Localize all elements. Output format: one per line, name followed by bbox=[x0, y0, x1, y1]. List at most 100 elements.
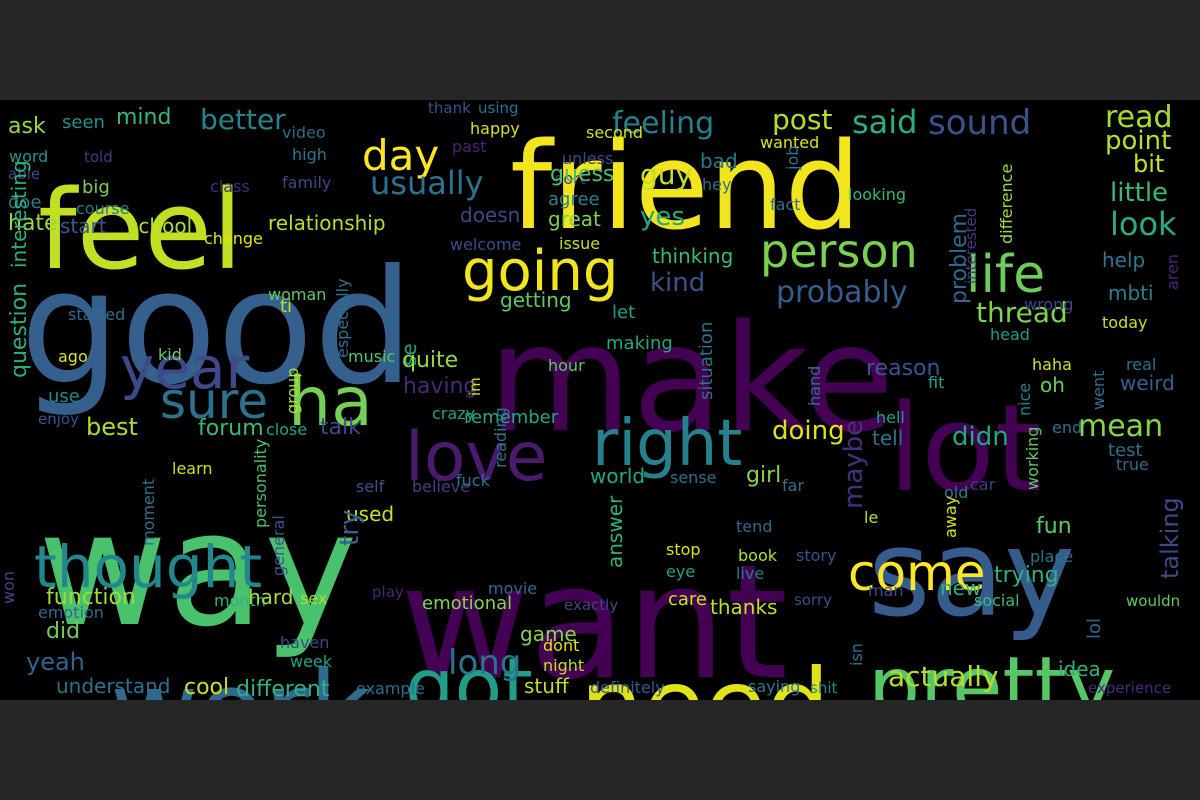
word-stuff: stuff bbox=[524, 674, 570, 698]
word-mean: mean bbox=[1078, 409, 1163, 444]
word-thinking: thinking bbox=[652, 244, 733, 268]
word-night: night bbox=[543, 656, 584, 675]
word-care: care bbox=[668, 589, 707, 610]
word-world: world bbox=[590, 464, 645, 488]
word-story: story bbox=[796, 546, 836, 565]
word-music: music bbox=[348, 347, 395, 366]
word-cloud-canvas: friendmakelotgoodfeelwaywantsayworkneedp… bbox=[0, 100, 1184, 700]
word-using: using bbox=[478, 100, 519, 117]
word-start: start bbox=[60, 214, 107, 238]
word-better: better bbox=[200, 103, 286, 136]
word-job: job bbox=[783, 146, 802, 171]
word-talking: talking bbox=[1156, 497, 1184, 579]
word-haven: haven bbox=[280, 633, 329, 652]
word-long: long bbox=[448, 643, 521, 683]
word-tend: tend bbox=[736, 517, 772, 536]
word-agree: agree bbox=[548, 189, 600, 210]
word-wanted: wanted bbox=[760, 133, 819, 152]
word-lol: lol bbox=[1084, 618, 1105, 639]
word-away: away bbox=[941, 496, 960, 538]
word-old: old bbox=[944, 483, 968, 502]
word-yes: yes bbox=[640, 202, 685, 232]
word-place: place bbox=[1030, 547, 1073, 566]
word-answer: answer bbox=[603, 495, 627, 568]
word-im: im bbox=[466, 377, 484, 396]
word-way: way bbox=[38, 478, 358, 662]
word-fact: fact bbox=[770, 195, 801, 214]
word-doing: doing bbox=[772, 416, 845, 446]
word-course: course bbox=[76, 199, 129, 218]
word-bad: bad bbox=[700, 149, 738, 173]
word-lot: lot bbox=[888, 380, 1042, 519]
word-past: past bbox=[452, 137, 487, 156]
word-hate: hate bbox=[8, 211, 58, 236]
word-say: say bbox=[868, 505, 1075, 644]
word-look: look bbox=[1110, 205, 1177, 243]
word-general: general bbox=[269, 515, 288, 576]
word-personality: personality bbox=[251, 439, 270, 528]
word-definitely: definitely bbox=[590, 678, 665, 697]
word-feel: feel bbox=[38, 166, 243, 294]
word-started: started bbox=[68, 305, 125, 324]
word-fuck: fuck bbox=[456, 471, 491, 490]
word-sound: sound bbox=[928, 103, 1031, 143]
word-going: going bbox=[462, 239, 618, 304]
word-yeah: yeah bbox=[26, 648, 85, 676]
word-fun: fun bbox=[1036, 514, 1072, 539]
word-aren: aren bbox=[1163, 254, 1182, 290]
word-believe: believe bbox=[412, 477, 470, 496]
word-sorry: sorry bbox=[794, 591, 832, 609]
word-went: went bbox=[1089, 371, 1108, 410]
word-won: won bbox=[0, 571, 18, 604]
word-shit: shit bbox=[810, 679, 837, 697]
word-end: end bbox=[1052, 418, 1082, 437]
word-school: school bbox=[128, 214, 192, 238]
word-movie: movie bbox=[488, 579, 537, 598]
word-kind: kind bbox=[650, 268, 705, 298]
word-usually: usually bbox=[370, 164, 484, 202]
word-stop: stop bbox=[666, 540, 701, 559]
word-sex: sex bbox=[300, 589, 327, 608]
word-car: car bbox=[970, 475, 996, 494]
word-right: right bbox=[592, 407, 742, 481]
word-ask: ask bbox=[8, 114, 46, 139]
word-book: book bbox=[738, 546, 778, 565]
word-ha: ha bbox=[288, 363, 373, 442]
word-come: come bbox=[848, 544, 986, 602]
word-weird: weird bbox=[1120, 371, 1175, 395]
word-new: new bbox=[940, 576, 981, 600]
word-haha: haha bbox=[1032, 355, 1072, 374]
word-game: game bbox=[520, 622, 577, 646]
word-sure: sure bbox=[160, 372, 268, 430]
word-post: post bbox=[772, 103, 832, 136]
word-bit: bit bbox=[1133, 150, 1164, 178]
word-le: le bbox=[864, 508, 878, 527]
word-hey: hey bbox=[702, 175, 731, 194]
word-mind: mind bbox=[116, 105, 171, 130]
word-exactly: exactly bbox=[564, 596, 618, 614]
word-person: person bbox=[760, 224, 918, 278]
word-told: told bbox=[84, 148, 113, 166]
word-welcome: welcome bbox=[450, 235, 521, 254]
word-situation: situation bbox=[696, 322, 717, 400]
word-girl: girl bbox=[746, 463, 781, 488]
word-guy: guy bbox=[640, 158, 692, 191]
word-question: question bbox=[7, 283, 32, 378]
word-group: group bbox=[283, 368, 302, 414]
word-isn: isn bbox=[847, 643, 866, 666]
word-ago: ago bbox=[58, 347, 88, 366]
word-doesn: doesn bbox=[460, 203, 520, 227]
word-class: class bbox=[210, 177, 250, 196]
word-make: make bbox=[488, 293, 894, 465]
word-hand: hand bbox=[805, 366, 824, 406]
word-maybe: maybe bbox=[839, 420, 869, 509]
word-second: second bbox=[586, 123, 643, 142]
word-issue: issue bbox=[559, 234, 600, 253]
word-friend: friend bbox=[510, 118, 861, 257]
word-wouldn: wouldn bbox=[1126, 592, 1180, 610]
word-idea: idea bbox=[1058, 657, 1101, 681]
word-doe: doe bbox=[8, 192, 42, 213]
word-try: try bbox=[335, 510, 365, 546]
word-saying: saying bbox=[748, 677, 800, 696]
word-play: play bbox=[372, 583, 404, 601]
